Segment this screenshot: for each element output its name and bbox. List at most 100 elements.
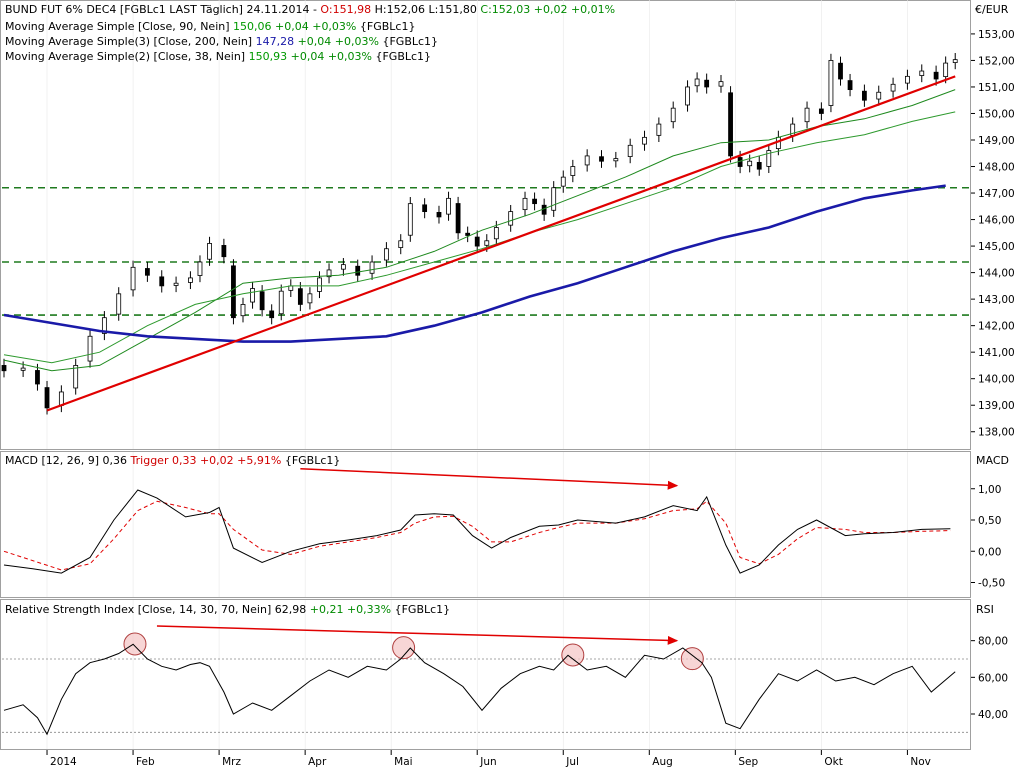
rsi-line (3, 643, 956, 736)
rsi-peak-circle (392, 636, 416, 660)
legend-ric: {FGBLc1} (375, 50, 431, 63)
candle-body (560, 176, 566, 187)
candle-body (551, 187, 557, 211)
price-tick-label: 147,00 (978, 188, 1015, 200)
candle-body (952, 59, 958, 63)
candle-body (532, 198, 537, 205)
candle-body (493, 227, 499, 240)
candle-body (718, 81, 724, 87)
candle-body (159, 276, 165, 287)
candle-body (20, 367, 26, 371)
legend-entry: Moving Average Simple(3) [Close, 200, Ne… (5, 35, 438, 48)
candle-body (383, 248, 389, 261)
candle-body (804, 107, 810, 123)
rsi-tick-label: 60,00 (978, 672, 1008, 684)
candle-body (847, 80, 853, 91)
legend-entry: Moving Average Simple(2) [Close, 38, Nei… (5, 50, 431, 63)
x-tick-label: Nov (910, 756, 931, 768)
candle-body (188, 277, 193, 283)
candle-body (278, 290, 284, 315)
macd-divergence-arrow (300, 468, 679, 490)
candle-body (73, 365, 79, 389)
price-tick-label: 149,00 (978, 135, 1015, 147)
candle-body (173, 282, 179, 286)
candle-body (58, 391, 64, 406)
candle-body (250, 288, 255, 303)
price-tick-label: 138,00 (978, 427, 1015, 439)
candle-body (35, 370, 40, 385)
x-tick-label: Jul (565, 756, 579, 768)
candle-body (455, 203, 461, 234)
candle-body (838, 62, 843, 80)
candle-body (766, 150, 772, 167)
header-hl: H:152,06 L:151,80 (371, 3, 477, 16)
candle-body (876, 91, 882, 100)
candle-body (522, 197, 528, 211)
price-tick-label: 148,00 (978, 162, 1015, 174)
price-tick-label: 139,00 (978, 400, 1015, 412)
candle-body (656, 123, 662, 136)
macd-axis-label: MACD (976, 454, 1009, 467)
rsi-peak-circle (123, 632, 147, 656)
candle-body (44, 387, 50, 409)
rsi-peak-circle (680, 647, 704, 671)
candle-body (474, 236, 480, 247)
price-tick-label: 153,00 (978, 29, 1015, 41)
candle-body (704, 79, 710, 88)
main-panel (0, 0, 971, 450)
candle-body (144, 268, 150, 276)
rsi-divergence-arrow (156, 625, 679, 645)
candle-body (694, 78, 700, 87)
legend-label: Moving Average Simple [Close, 90, Nein] (5, 20, 233, 33)
candle-body (197, 261, 203, 276)
candle-body (101, 317, 107, 334)
candle-body (933, 71, 939, 80)
candle-body (369, 261, 375, 274)
x-tick-label: Feb (136, 756, 155, 768)
legend-value: 147,28 (256, 35, 298, 48)
macd-tick-label: -0,50 (978, 578, 1005, 590)
candle-body (508, 211, 514, 226)
header-open: O:151,98 (320, 3, 371, 16)
x-tick-label: Apr (308, 756, 327, 768)
candle-body (231, 265, 236, 319)
macd-trigger-line (3, 500, 951, 571)
price-tick-label: 151,00 (978, 82, 1015, 94)
price-tick-label: 141,00 (978, 347, 1015, 359)
rsi-header: Relative Strength Index [Close, 14, 30, … (5, 603, 450, 616)
macd-header-main: MACD [12, 26, 9] 0,36 (5, 454, 131, 467)
x-tick-label: Sep (738, 756, 758, 768)
rsi-ric: {FGBLc1} (391, 603, 450, 616)
candle-body (685, 86, 690, 106)
candle-body (862, 90, 867, 101)
legend-change: +0,04 +0,03% (298, 35, 383, 48)
legend-change: +0,04 +0,03% (275, 20, 360, 33)
candle-body (317, 277, 322, 292)
price-tick-label: 145,00 (978, 241, 1015, 253)
rsi-change: +0,21 +0,33% (310, 603, 391, 616)
candle-body (446, 197, 451, 215)
candle-body (613, 158, 619, 162)
candle-body (465, 232, 471, 236)
x-tick-label: Aug (652, 756, 673, 768)
candle-body (355, 265, 361, 276)
candle-body (728, 92, 733, 157)
candle-body (207, 243, 212, 260)
candle-body (307, 293, 313, 304)
candle-body (297, 288, 303, 305)
macd-ric: {FGBLc1} (281, 454, 340, 467)
price-tick-label: 150,00 (978, 108, 1015, 120)
trend-line (46, 75, 956, 412)
macd-header: MACD [12, 26, 9] 0,36 Trigger 0,33 +0,02… (5, 454, 340, 467)
legend-ric: {FGBLc1} (360, 20, 416, 33)
price-tick-label: 152,00 (978, 55, 1015, 67)
candle-body (584, 155, 590, 166)
candle-body (905, 75, 910, 84)
candle-body (240, 304, 246, 317)
candle-body (422, 204, 428, 213)
price-tick-label: 146,00 (978, 215, 1015, 227)
candle-body (756, 162, 762, 170)
unit-label: €/EUR (975, 3, 1009, 16)
rsi-tick-label: 80,00 (978, 636, 1008, 648)
